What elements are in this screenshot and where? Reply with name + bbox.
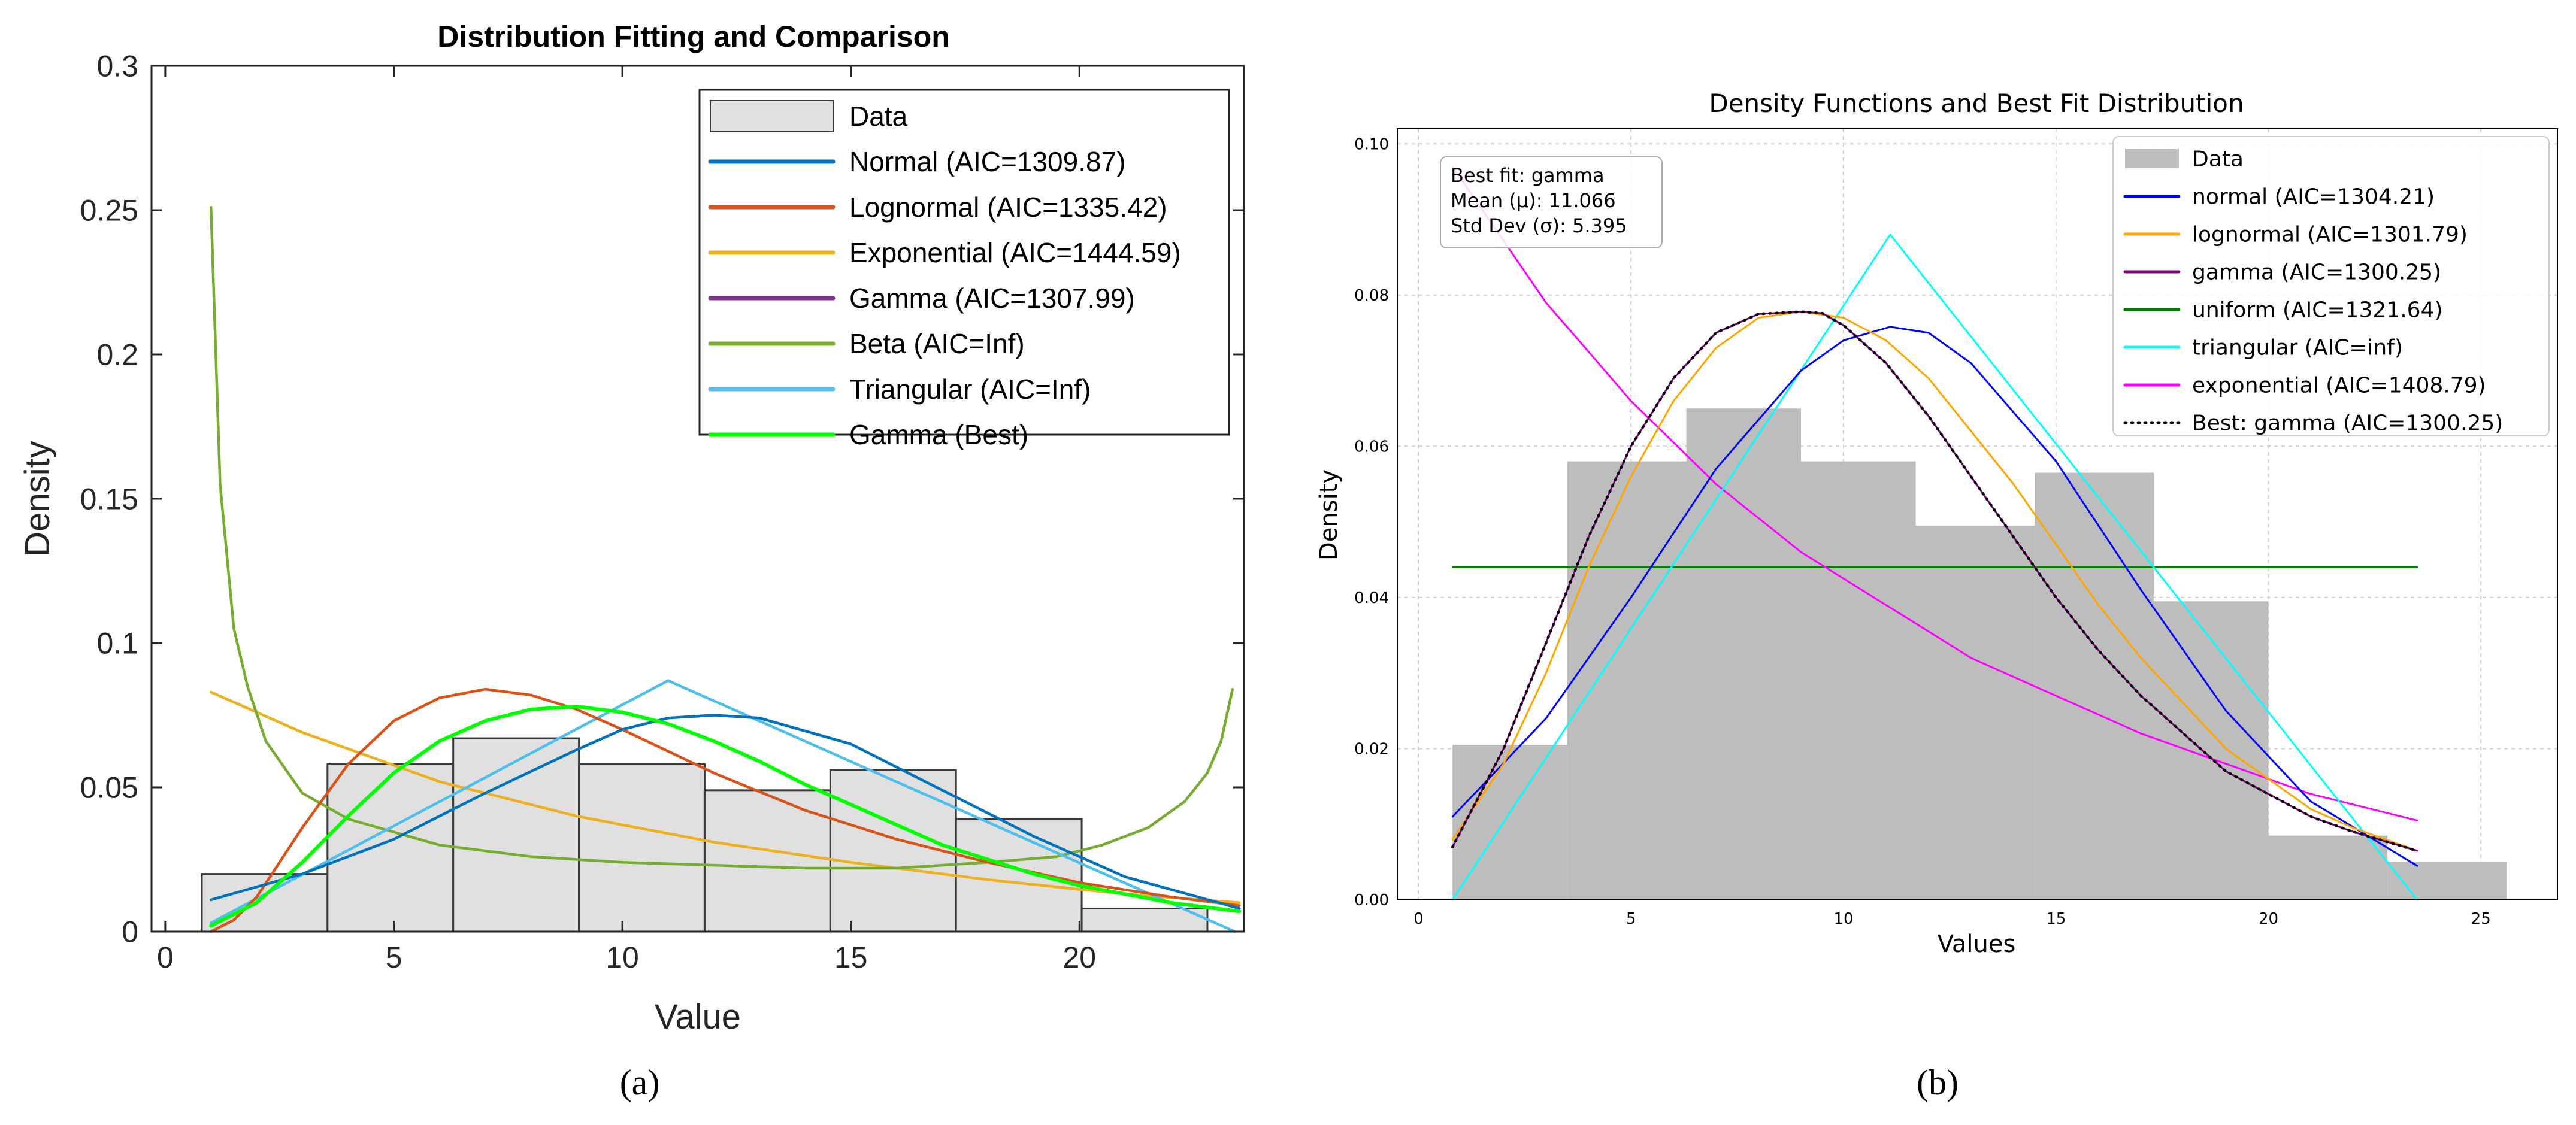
chart-b-bar bbox=[2387, 862, 2507, 900]
chart-a-ytick-label: 0.05 bbox=[80, 771, 138, 805]
chart-b-ytick-label: 0.10 bbox=[1354, 135, 1389, 153]
chart-b-series-lognormal bbox=[1451, 311, 2418, 852]
chart-b-ytick-label: 0.06 bbox=[1354, 438, 1389, 456]
chart-b-info-box-frame bbox=[1440, 156, 1663, 248]
chart-a-bar bbox=[326, 763, 455, 933]
chart-a-bar bbox=[1080, 907, 1209, 933]
chart-a-ytick-label: 0 bbox=[122, 915, 138, 949]
chart-b-xtick-label: 25 bbox=[2471, 910, 2491, 928]
caption-a: (a) bbox=[620, 1063, 660, 1102]
chart-a-xtick-label: 5 bbox=[386, 941, 402, 974]
chart-b-series-normal bbox=[1451, 326, 2418, 867]
chart-a-series-normal bbox=[209, 714, 1241, 910]
chart-b-xtick-label: 5 bbox=[1626, 910, 1636, 928]
chart-a-bar bbox=[578, 763, 706, 933]
chart-b-bar bbox=[2153, 601, 2269, 900]
chart-b-info-line-2: Mean (μ): 11.066 bbox=[1451, 189, 1616, 212]
chart-a-ticks: 0 5 10 15 20 0 0.05 0.1 0.15 0.2 0.25 0.3 bbox=[80, 50, 1244, 974]
chart-b-lines bbox=[1451, 165, 2419, 901]
chart-a-legend-label: Exponential (AIC=1444.59) bbox=[849, 237, 1181, 268]
chart-a: Distribution Fitting and Comparison 0 5 10… bbox=[18, 20, 1245, 1036]
chart-b-ytick-label: 0.00 bbox=[1354, 891, 1389, 909]
chart-b-legend-label: Data bbox=[2192, 147, 2244, 172]
chart-b-ytick-label: 0.02 bbox=[1354, 741, 1389, 759]
chart-b-ytick-label: 0.04 bbox=[1354, 589, 1389, 607]
chart-b-series-exponential bbox=[1451, 165, 2418, 821]
chart-a-legend: Data Normal (AIC=1309.87) Lognormal (AIC=1… bbox=[698, 89, 1230, 450]
chart-a-series-gamma-best- bbox=[209, 705, 1242, 928]
chart-a-legend-label: Normal (AIC=1309.87) bbox=[849, 146, 1125, 177]
chart-a-ytick-label: 0.25 bbox=[80, 194, 138, 228]
chart-b-ylabel: Density bbox=[1315, 469, 1343, 560]
chart-b-xtick-label: 10 bbox=[1833, 910, 1853, 928]
chart-a-series-exponential bbox=[209, 690, 1241, 905]
chart-b-bar bbox=[1915, 525, 2035, 900]
chart-a-legend-label: Data bbox=[849, 101, 908, 132]
chart-b-bar bbox=[2268, 835, 2388, 900]
chart-a-xtick-label: 0 bbox=[157, 941, 174, 974]
chart-b-series-best-gamma bbox=[1451, 310, 2419, 853]
chart-b-bar bbox=[1452, 745, 1567, 900]
chart-a-ytick-label: 0.15 bbox=[80, 483, 138, 516]
chart-b-legend-swatch bbox=[2125, 149, 2179, 168]
chart-a-xtick-label: 10 bbox=[606, 941, 639, 974]
chart-b-legend-label: exponential (AIC=1408.79) bbox=[2192, 374, 2486, 398]
chart-a-legend-label: Beta (AIC=Inf) bbox=[849, 328, 1025, 359]
chart-b-ticks: 0 5 10 15 20 25 0.00 0.02 0.04 0.06 0.08 0.10 bbox=[1354, 135, 2491, 928]
chart-b-legend-label: uniform (AIC=1321.64) bbox=[2192, 298, 2443, 323]
chart-a-xlabel: Value bbox=[655, 997, 741, 1036]
chart-b-bar bbox=[1801, 461, 1916, 900]
chart-a-xtick-label: 20 bbox=[1063, 941, 1096, 974]
chart-b-xtick-label: 0 bbox=[1413, 910, 1424, 928]
chart-a-legend-label: Lognormal (AIC=1335.42) bbox=[849, 192, 1167, 223]
chart-a-legend-label: Gamma (Best) bbox=[849, 419, 1028, 450]
chart-a-legend-label: Triangular (AIC=Inf) bbox=[849, 374, 1091, 405]
chart-b-ytick-label: 0.08 bbox=[1354, 287, 1389, 305]
chart-a-lines bbox=[209, 205, 1242, 933]
chart-a-bars bbox=[201, 737, 1209, 933]
chart-b-xlabel: Values bbox=[1938, 930, 2016, 958]
chart-b-bar bbox=[1686, 408, 1802, 900]
chart-b-bar bbox=[2035, 472, 2154, 900]
chart-b-series-triangular bbox=[1451, 234, 2418, 901]
chart-a-series-triangular bbox=[209, 679, 1236, 933]
chart-b-bar bbox=[1567, 461, 1687, 900]
chart-b-legend-label: lognormal (AIC=1301.79) bbox=[2192, 223, 2468, 247]
chart-b-legend-label: gamma (AIC=1300.25) bbox=[2192, 260, 2441, 285]
chart-b-xtick-label: 15 bbox=[2046, 910, 2066, 928]
chart-b-legend-label: normal (AIC=1304.21) bbox=[2192, 185, 2435, 210]
chart-b-bars bbox=[1452, 408, 2507, 900]
chart-a-title: Distribution Fitting and Comparison bbox=[437, 20, 950, 53]
chart-b-legend: Data normal (AIC=1304.21) lognormal (AIC=1… bbox=[2112, 136, 2550, 436]
chart-a-ytick-label: 0.2 bbox=[96, 338, 138, 372]
chart-b-title: Density Functions and Best Fit Distribut… bbox=[1709, 89, 2244, 118]
chart-b-legend-box bbox=[2112, 136, 2550, 436]
chart-a-ytick-label: 0.3 bbox=[96, 50, 138, 83]
chart-b-axes-box bbox=[1397, 128, 2558, 900]
chart-b-info-line-3: Std Dev (σ): 5.395 bbox=[1451, 214, 1627, 237]
chart-b-legend-label: triangular (AIC=inf) bbox=[2192, 336, 2403, 360]
caption-b: (b) bbox=[1917, 1063, 1959, 1102]
chart-a-legend-label: Gamma (AIC=1307.99) bbox=[849, 283, 1135, 314]
chart-b-info-box: Best fit: gamma Mean (μ): 11.066 Std Dev… bbox=[1440, 156, 1663, 248]
chart-b: Density Functions and Best Fit Distribut… bbox=[1315, 89, 2558, 958]
chart-b-info-line-1: Best fit: gamma bbox=[1451, 164, 1605, 187]
chart-a-bar bbox=[955, 818, 1083, 933]
chart-a-series-beta bbox=[209, 205, 1234, 870]
chart-b-legend-label: Best: gamma (AIC=1300.25) bbox=[2192, 411, 2503, 436]
chart-a-bar bbox=[452, 737, 580, 933]
chart-a-legend-swatch bbox=[710, 100, 834, 132]
chart-a-xtick-label: 15 bbox=[834, 941, 868, 974]
chart-a-ylabel: Density bbox=[18, 441, 57, 556]
chart-a-ytick-label: 0.1 bbox=[96, 627, 138, 660]
chart-b-xtick-label: 20 bbox=[2259, 910, 2278, 928]
chart-a-legend-box bbox=[698, 89, 1230, 436]
